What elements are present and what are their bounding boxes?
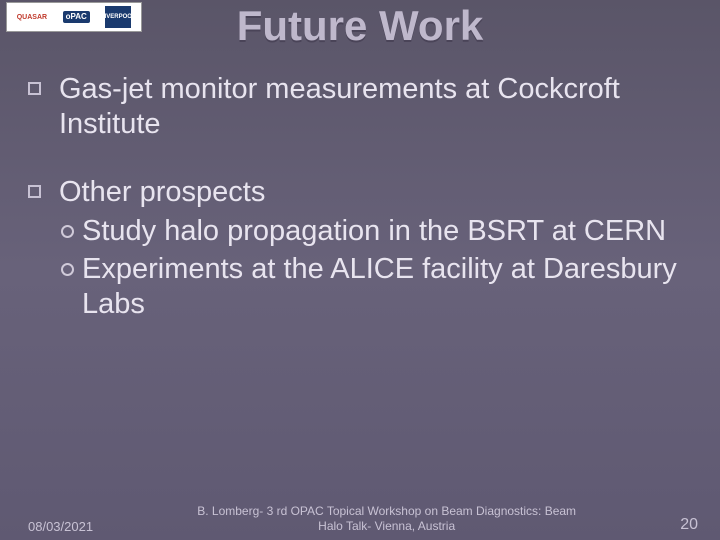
bullet-item: Gas-jet monitor measurements at Cockcrof… [28,72,692,143]
title-text: Future Work [237,2,484,49]
slide-title: Future Work Future Work [0,0,720,50]
sub-list: Study halo propagation in the BSRT at CE… [59,214,692,322]
footer: 08/03/2021 B. Lomberg- 3 rd OPAC Topical… [0,504,720,534]
bullet-text: Gas-jet monitor measurements at Cockcrof… [59,72,692,143]
footer-line2: Halo Talk- Vienna, Austria [133,519,640,534]
sub-text: Experiments at the ALICE facility at Dar… [82,252,692,323]
circle-bullet-icon [61,263,74,276]
content-area: Gas-jet monitor measurements at Cockcrof… [0,50,720,324]
circle-bullet-icon [61,225,74,238]
footer-line1: B. Lomberg- 3 rd OPAC Topical Workshop o… [133,504,640,519]
bullet-text: Other prospects Study halo propagation i… [59,175,692,325]
sub-text: Study halo propagation in the BSRT at CE… [82,214,666,249]
bullet-item: Other prospects Study halo propagation i… [28,175,692,325]
footer-center: B. Lomberg- 3 rd OPAC Topical Workshop o… [93,504,680,534]
square-bullet-icon [28,185,41,198]
sub-item: Experiments at the ALICE facility at Dar… [59,252,692,323]
bullet-label: Other prospects [59,175,692,210]
sub-item: Study halo propagation in the BSRT at CE… [59,214,692,249]
footer-page-number: 20 [680,516,698,534]
square-bullet-icon [28,82,41,95]
footer-date: 08/03/2021 [28,519,93,534]
